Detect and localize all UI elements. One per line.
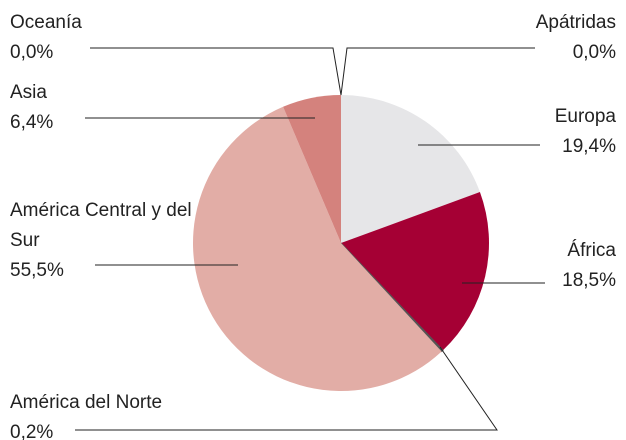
slice-value-label: 0,0% <box>572 42 616 63</box>
leader-line <box>75 346 498 431</box>
slice-label: América del Norte <box>10 392 163 413</box>
slice-value-label: 19,4% <box>562 136 616 157</box>
slice-label: Europa <box>554 106 616 127</box>
leader-line <box>340 47 535 96</box>
slice-value-label: 55,5% <box>10 260 64 281</box>
pie-slice <box>341 191 490 351</box>
leader-line <box>90 47 342 96</box>
slice-label: África <box>567 240 616 261</box>
slice-value-label: 18,5% <box>562 270 616 291</box>
slice-label: Asia <box>10 82 47 103</box>
slice-value-label: 6,4% <box>10 112 54 133</box>
slice-label: Apátridas <box>535 12 616 33</box>
slice-value-label: 0,2% <box>10 422 54 440</box>
pie-slice <box>341 95 480 243</box>
slice-label: América Central y del Sur <box>10 200 192 251</box>
pie-slice <box>283 95 341 243</box>
slice-label: Oceanía <box>10 12 82 33</box>
slice-value-label: 0,0% <box>10 42 54 63</box>
pie-slice <box>192 106 442 391</box>
